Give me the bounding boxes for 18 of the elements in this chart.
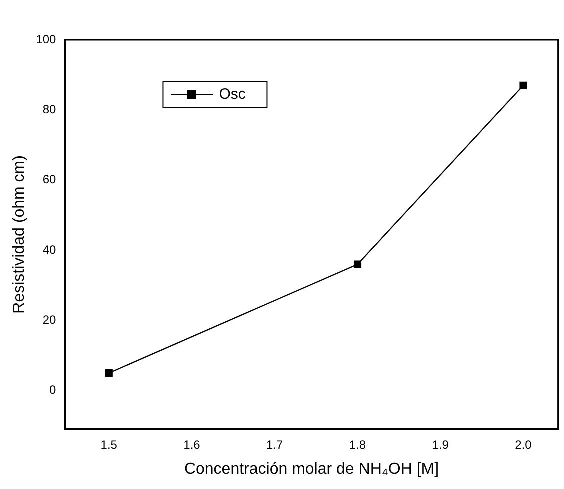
- x-tick-label: 1.7: [266, 438, 284, 452]
- y-tick-label: 80: [42, 102, 57, 116]
- y-tick-label: 20: [42, 312, 57, 327]
- x-tick-label: 1.5: [100, 438, 118, 452]
- point: [354, 260, 362, 268]
- x-tick-label: 2.0: [515, 438, 532, 452]
- point: [105, 369, 113, 378]
- x-tick-label: 1.8: [349, 438, 366, 452]
- x-axis-title: Concentración molar de NH₄OH [M]: [184, 460, 440, 478]
- y-tick-label: 100: [36, 32, 57, 46]
- point: [520, 82, 528, 90]
- x-tick-label: 1.9: [432, 438, 450, 452]
- legend-label: Osc: [219, 86, 246, 104]
- y-tick-label: 40: [42, 242, 57, 257]
- y-tick-label: 0: [50, 383, 57, 398]
- x-tick-label: 1.6: [184, 438, 201, 452]
- y-tick-label: 60: [42, 172, 57, 187]
- y-axis-title: Resistividad (ohm cm): [11, 156, 28, 314]
